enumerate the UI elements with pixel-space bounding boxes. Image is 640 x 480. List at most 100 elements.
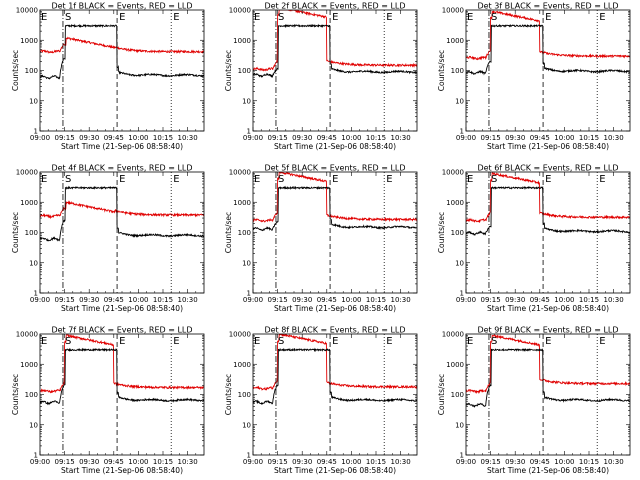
y-tick-label: 100: [238, 67, 251, 75]
x-tick-label: 09:15: [268, 134, 288, 142]
lld-series-line: [40, 200, 204, 220]
marker-label: E: [599, 174, 605, 185]
y-tick-label: 100: [25, 391, 38, 399]
marker-label: E: [41, 336, 47, 347]
marker-label: S: [278, 336, 284, 347]
marker-label: E: [173, 174, 179, 185]
y-axis-label: Counts/sec: [224, 212, 233, 253]
marker-label: S: [491, 174, 497, 185]
x-tick-label: 10:15: [153, 458, 173, 466]
marker-label: E: [41, 174, 47, 185]
x-axis-label: Start Time (21-Sep-06 08:58:40): [61, 142, 183, 151]
y-tick-label: 1000: [233, 37, 251, 45]
x-tick-label: 09:30: [292, 296, 312, 304]
y-tick-label: 10: [455, 421, 464, 429]
x-tick-label: 09:45: [104, 134, 124, 142]
y-tick-label: 10000: [442, 7, 464, 15]
panel-title: Det 2f BLACK = Events, RED = LLD: [264, 2, 405, 11]
x-axis-label: Start Time (21-Sep-06 08:58:40): [61, 466, 183, 475]
x-tick-label: 10:30: [391, 296, 411, 304]
x-tick-label: 09:30: [505, 296, 525, 304]
panel-title: Det 1f BLACK = Events, RED = LLD: [51, 2, 192, 11]
y-tick-label: 100: [238, 391, 251, 399]
marker-label: E: [254, 336, 260, 347]
x-tick-label: 10:30: [391, 458, 411, 466]
lld-series-line: [466, 10, 630, 61]
marker-label: E: [467, 336, 473, 347]
x-tick-label: 09:15: [268, 296, 288, 304]
x-tick-label: 10:30: [178, 296, 198, 304]
lld-series-line: [253, 10, 417, 72]
y-tick-label: 100: [451, 67, 464, 75]
x-tick-label: 09:30: [292, 458, 312, 466]
marker-label: S: [491, 12, 497, 23]
y-tick-label: 100: [238, 229, 251, 237]
y-tick-label: 1: [460, 452, 464, 460]
y-tick-label: 10000: [442, 169, 464, 177]
marker-label: E: [386, 336, 392, 347]
x-tick-label: 09:00: [243, 134, 263, 142]
y-tick-label: 10000: [229, 7, 251, 15]
events-series-line: [253, 185, 417, 232]
x-tick-label: 09:30: [505, 458, 525, 466]
x-tick-label: 10:30: [604, 458, 624, 466]
marker-label: E: [332, 174, 338, 185]
x-tick-label: 09:15: [55, 458, 75, 466]
y-tick-label: 100: [25, 67, 38, 75]
y-axis-label: Counts/sec: [11, 374, 20, 415]
x-axis-label: Start Time (21-Sep-06 08:58:40): [274, 142, 396, 151]
x-tick-label: 09:45: [530, 296, 550, 304]
y-tick-label: 1: [34, 452, 38, 460]
marker-label: S: [491, 336, 497, 347]
y-tick-label: 1000: [446, 37, 464, 45]
y-tick-label: 1: [34, 128, 38, 136]
panel-title: Det 4f BLACK = Events, RED = LLD: [51, 164, 192, 173]
marker-label: E: [467, 12, 473, 23]
x-tick-label: 09:45: [530, 134, 550, 142]
x-tick-label: 09:15: [268, 458, 288, 466]
y-axis-label: Counts/sec: [11, 212, 20, 253]
x-tick-label: 09:00: [30, 296, 50, 304]
x-tick-label: 10:00: [341, 296, 361, 304]
y-tick-label: 1000: [233, 361, 251, 369]
marker-label: S: [278, 12, 284, 23]
events-series-line: [253, 347, 417, 406]
events-series-line: [40, 347, 204, 406]
marker-label: E: [545, 12, 551, 23]
x-tick-label: 10:15: [579, 134, 599, 142]
marker-label: E: [254, 174, 260, 185]
events-series-line: [466, 23, 630, 76]
y-axis-label: Counts/sec: [224, 374, 233, 415]
y-tick-label: 10000: [16, 331, 38, 339]
marker-label: S: [65, 174, 71, 185]
x-tick-label: 09:15: [481, 296, 501, 304]
marker-label: S: [65, 336, 71, 347]
x-tick-label: 09:30: [292, 134, 312, 142]
x-tick-label: 09:15: [481, 458, 501, 466]
y-tick-label: 1: [247, 128, 251, 136]
y-tick-label: 100: [451, 229, 464, 237]
x-tick-label: 10:15: [153, 296, 173, 304]
x-tick-label: 10:00: [554, 458, 574, 466]
marker-label: E: [386, 174, 392, 185]
x-tick-label: 10:30: [391, 134, 411, 142]
marker-label: E: [545, 174, 551, 185]
x-tick-label: 09:30: [505, 134, 525, 142]
lld-series-line: [466, 172, 630, 224]
x-tick-label: 10:00: [554, 296, 574, 304]
y-tick-label: 10000: [442, 331, 464, 339]
y-tick-label: 10000: [229, 169, 251, 177]
x-tick-label: 10:00: [341, 134, 361, 142]
x-tick-label: 09:00: [30, 458, 50, 466]
y-axis-label: Counts/sec: [437, 212, 446, 253]
x-tick-label: 09:00: [243, 296, 263, 304]
y-tick-label: 10: [242, 259, 251, 267]
marker-label: E: [599, 12, 605, 23]
panel-title: Det 5f BLACK = Events, RED = LLD: [264, 164, 405, 173]
panel-title: Det 6f BLACK = Events, RED = LLD: [477, 164, 618, 173]
